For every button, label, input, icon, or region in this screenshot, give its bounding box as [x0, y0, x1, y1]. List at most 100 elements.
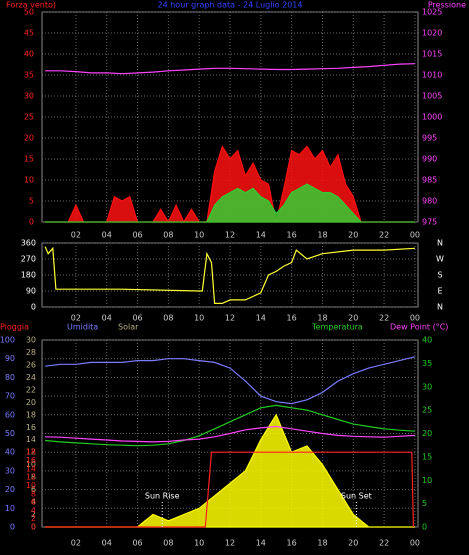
y3-tick-label: 6 — [31, 485, 36, 494]
x-tick-label: 10 — [194, 314, 204, 323]
y4-tick-label: 16 — [26, 456, 36, 465]
x-tick-label: 00 — [410, 231, 420, 240]
axis-title: Forza vento) — [6, 1, 56, 10]
y-tick-label: 40 — [5, 448, 15, 457]
x-tick-label: 16 — [287, 231, 297, 240]
line-series — [45, 425, 415, 443]
x-tick-label: 08 — [163, 314, 173, 323]
y-tick-label: 45 — [24, 29, 34, 38]
x-tick-label: 22 — [379, 314, 389, 323]
y-tick-label: 10 — [5, 504, 15, 513]
y-tick-label: 0 — [31, 303, 36, 312]
y-tick-label: 270 — [21, 255, 36, 264]
y4-tick-label: 14 — [26, 464, 36, 473]
x-tick-label: 16 — [287, 539, 297, 548]
x-tick-label: 22 — [379, 539, 389, 548]
y-tick-label: 25 — [24, 113, 34, 122]
y2-tick-label: 25 — [422, 406, 432, 415]
x-tick-label: 18 — [317, 314, 327, 323]
x-tick-label: 04 — [102, 539, 112, 548]
y4-tick-label: 10 — [26, 481, 36, 490]
x-tick-label: 22 — [379, 231, 389, 240]
x-tick-label: 00 — [410, 539, 420, 548]
y4-tick-label: 0 — [31, 523, 36, 532]
y-tick-label: 80 — [5, 373, 15, 382]
y2-tick-label: 1000 — [422, 113, 442, 122]
y4-tick-label: 6 — [31, 498, 36, 507]
y3-tick-label: 24 — [26, 373, 36, 382]
x-tick-label: 06 — [132, 231, 142, 240]
x-tick-label: 14 — [256, 231, 266, 240]
y3-tick-label: 18 — [26, 410, 36, 419]
y2-tick-label: 1005 — [422, 92, 442, 101]
y4-tick-label: 2 — [31, 514, 36, 523]
y2-tick-label: W — [436, 255, 444, 264]
y2-tick-label: 20 — [422, 429, 432, 438]
y3-tick-label: 30 — [26, 336, 36, 345]
y2-tick-label: 975 — [422, 218, 437, 227]
y3-tick-label: 14 — [26, 435, 36, 444]
x-tick-label: 04 — [102, 231, 112, 240]
x-tick-label: 12 — [225, 314, 235, 323]
y-tick-label: 60 — [5, 410, 15, 419]
y4-tick-label: 8 — [31, 489, 36, 498]
y2-tick-label: 990 — [422, 155, 437, 164]
x-tick-label: 02 — [71, 539, 81, 548]
x-tick-label: 02 — [71, 231, 81, 240]
y-tick-label: 90 — [26, 287, 36, 296]
y-tick-label: 50 — [24, 8, 34, 17]
y2-tick-label: 995 — [422, 134, 437, 143]
line-series — [45, 63, 415, 75]
x-tick-label: 12 — [225, 231, 235, 240]
y-tick-label: 40 — [24, 50, 34, 59]
y2-tick-label: 5 — [422, 499, 427, 508]
y3-tick-label: 10 — [26, 460, 36, 469]
y3-tick-label: 0 — [31, 523, 36, 532]
annotation: Sun Rise — [145, 492, 180, 501]
y3-tick-label: 28 — [26, 348, 36, 357]
y2-tick-label: 985 — [422, 176, 437, 185]
y2-tick-label: 10 — [422, 476, 432, 485]
line-series — [45, 404, 415, 447]
y2-tick-label: 15 — [422, 452, 432, 461]
y2-tick-label: 980 — [422, 197, 437, 206]
y4-tick-label: 12 — [26, 473, 36, 482]
y2-tick-label: 1015 — [422, 50, 442, 59]
x-tick-label: 02 — [71, 314, 81, 323]
y-tick-label: 30 — [24, 92, 34, 101]
x-tick-label: 08 — [163, 539, 173, 548]
y2-tick-label: 35 — [422, 359, 432, 368]
y-tick-label: 10 — [24, 176, 34, 185]
x-tick-label: 06 — [132, 314, 142, 323]
x-tick-label: 20 — [348, 539, 358, 548]
y3-tick-label: 26 — [26, 360, 36, 369]
y-tick-label: 360 — [21, 239, 36, 248]
y-tick-label: 15 — [24, 155, 34, 164]
y3-tick-label: 4 — [31, 498, 36, 507]
y2-tick-label: N — [437, 303, 443, 312]
y3-tick-label: 2 — [31, 510, 36, 519]
y2-tick-label: 1020 — [422, 29, 442, 38]
y-tick-label: 50 — [5, 429, 15, 438]
area-series — [45, 183, 415, 223]
x-tick-label: 10 — [194, 539, 204, 548]
x-tick-label: 06 — [132, 539, 142, 548]
y2-tick-label: S — [437, 271, 442, 280]
y3-tick-label: 16 — [26, 423, 36, 432]
x-tick-label: 08 — [163, 231, 173, 240]
y3-tick-label: 22 — [26, 385, 36, 394]
y-tick-label: 20 — [24, 134, 34, 143]
y4-tick-label: 4 — [31, 506, 36, 515]
x-tick-label: 16 — [287, 314, 297, 323]
x-tick-label: 10 — [194, 231, 204, 240]
y-tick-label: 5 — [29, 197, 34, 206]
x-tick-label: 14 — [256, 314, 266, 323]
x-tick-label: 18 — [317, 539, 327, 548]
y3-tick-label: 12 — [26, 448, 36, 457]
y3-tick-label: 8 — [31, 473, 36, 482]
y3-tick-label: 20 — [26, 398, 36, 407]
annotation: Sun Set — [341, 492, 372, 501]
chart-title: 24 hour graph data - 24 Luglio 2014 — [158, 1, 303, 10]
x-tick-label: 18 — [317, 231, 327, 240]
y-tick-label: 30 — [5, 466, 15, 475]
